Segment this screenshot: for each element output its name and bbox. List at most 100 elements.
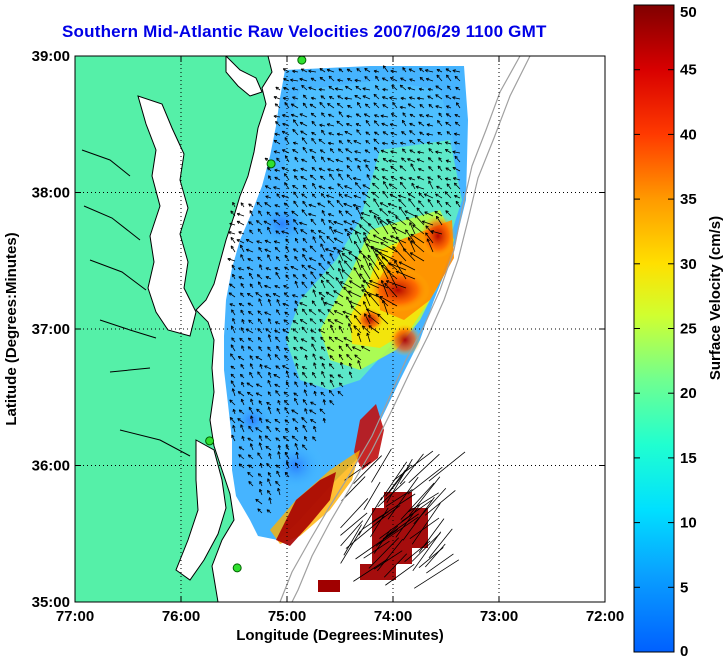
velocity-arrow [309, 409, 317, 415]
velocity-arrow-head [364, 76, 368, 78]
velocity-arrow-head [283, 436, 287, 438]
velocity-arrow-head [318, 329, 321, 333]
velocity-arrow [369, 262, 380, 280]
velocity-arrow-head [445, 141, 449, 143]
velocity-arrow [265, 328, 272, 334]
velocity-arrow-head [283, 78, 286, 82]
velocity-arrow-head [309, 318, 312, 322]
velocity-arrow-head [419, 77, 422, 81]
velocity-arrow-head [352, 346, 355, 350]
velocity-arrow [299, 121, 308, 127]
velocity-arrow [343, 286, 353, 298]
velocity-arrow [373, 102, 380, 109]
velocity-arrow-head [250, 443, 254, 446]
velocity-arrow-head [265, 195, 269, 199]
velocity-arrow-head [447, 85, 449, 89]
velocity-arrow-head [328, 96, 332, 100]
velocity-arrow-head [354, 354, 358, 356]
velocity-arrow-head [333, 290, 336, 294]
velocity-arrow [368, 325, 380, 334]
velocity-arrow [228, 231, 236, 235]
velocity-arrow [404, 210, 416, 217]
velocity-arrow-head [237, 391, 240, 395]
velocity-arrow [327, 261, 335, 271]
velocity-arrow-head [268, 175, 272, 178]
velocity-arrow [454, 75, 461, 82]
velocity-arrow [371, 448, 392, 483]
velocity-arrow-head [283, 400, 286, 404]
velocity-arrow-head [346, 354, 348, 358]
velocity-arrow [320, 175, 326, 181]
velocity-arrow [408, 68, 416, 73]
velocity-arrow [379, 261, 389, 280]
velocity-arrow [372, 175, 380, 181]
velocity-arrow-head [373, 138, 376, 142]
velocity-arrow-head [343, 220, 346, 224]
velocity-arrow [273, 374, 281, 379]
velocity-arrow [325, 291, 335, 298]
velocity-arrow [268, 453, 272, 460]
velocity-arrow-head [446, 183, 450, 186]
velocity-arrow-head [274, 204, 278, 208]
velocity-arrow-head [354, 158, 357, 162]
velocity-arrow [354, 95, 362, 100]
velocity-arrow-head [372, 182, 376, 185]
velocity-arrow-head [373, 138, 377, 141]
velocity-arrow-head [446, 131, 449, 135]
velocity-arrow [327, 200, 335, 208]
velocity-arrow [414, 214, 425, 226]
velocity-arrow-head [318, 262, 322, 265]
velocity-arrow-head [302, 274, 304, 278]
velocity-arrow-head [368, 293, 372, 296]
velocity-arrow-head [293, 200, 297, 203]
velocity-arrow-head [295, 280, 298, 284]
velocity-arrow-head [292, 169, 296, 173]
velocity-arrow-head [395, 271, 399, 274]
velocity-arrow-head [364, 149, 367, 153]
velocity-arrow-head [388, 183, 391, 187]
velocity-arrow-head [232, 425, 234, 429]
velocity-arrow-head [349, 362, 353, 366]
velocity-arrow-head [268, 497, 270, 501]
velocity-arrow [349, 362, 353, 370]
velocity-arrow [318, 262, 326, 271]
velocity-arrow [247, 346, 254, 352]
velocity-arrow-head [318, 138, 321, 143]
velocity-arrow [258, 346, 263, 352]
velocity-arrow [445, 113, 452, 118]
velocity-arrow [310, 229, 317, 235]
velocity-arrow [302, 424, 308, 433]
velocity-arrow-head [435, 105, 439, 109]
velocity-arrow-head [274, 133, 278, 137]
velocity-arrow-head [338, 325, 342, 329]
velocity-arrow-head [276, 193, 280, 196]
velocity-arrow-head [363, 301, 367, 304]
velocity-arrow-head [300, 68, 304, 72]
colorbar-tick-label: 10 [680, 515, 697, 532]
velocity-arrow-head [444, 191, 447, 195]
velocity-arrow-head [310, 229, 313, 233]
velocity-arrow [302, 254, 308, 262]
velocity-arrow-head [239, 409, 243, 411]
velocity-arrow-head [399, 142, 403, 145]
velocity-arrow-head [277, 444, 280, 449]
velocity-arrow-head [327, 168, 331, 172]
velocity-arrow-head [361, 192, 364, 196]
velocity-arrow-head [373, 93, 377, 96]
velocity-arrow [300, 168, 308, 172]
velocity-arrow-head [268, 334, 272, 337]
velocity-arrow [265, 195, 272, 199]
velocity-arrow [247, 293, 254, 298]
velocity-arrow-head [407, 87, 411, 91]
velocity-arrow-head [275, 120, 279, 123]
velocity-arrow-head [273, 186, 276, 190]
velocity-arrow-head [301, 416, 305, 419]
velocity-arrow-head [374, 166, 377, 170]
velocity-arrow [310, 401, 317, 406]
velocity-arrow [398, 198, 407, 208]
velocity-arrow [321, 381, 326, 388]
velocity-arrow-head [327, 168, 331, 170]
velocity-arrow [240, 283, 245, 289]
velocity-arrow [310, 77, 317, 82]
velocity-arrow [301, 209, 308, 217]
